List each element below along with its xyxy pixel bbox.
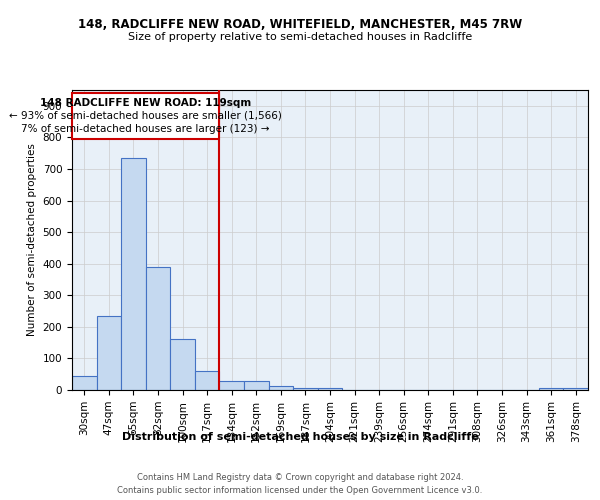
Text: Contains public sector information licensed under the Open Government Licence v3: Contains public sector information licen… <box>118 486 482 495</box>
Text: Size of property relative to semi-detached houses in Radcliffe: Size of property relative to semi-detach… <box>128 32 472 42</box>
Y-axis label: Number of semi-detached properties: Number of semi-detached properties <box>27 144 37 336</box>
Text: ← 93% of semi-detached houses are smaller (1,566): ← 93% of semi-detached houses are smalle… <box>9 110 282 120</box>
Text: 7% of semi-detached houses are larger (123) →: 7% of semi-detached houses are larger (1… <box>22 124 270 134</box>
Bar <box>97 316 121 390</box>
Bar <box>318 388 342 390</box>
FancyBboxPatch shape <box>72 93 220 139</box>
Bar <box>244 382 269 390</box>
Bar <box>121 158 146 390</box>
Bar <box>293 388 318 390</box>
Bar <box>72 376 97 390</box>
Text: Distribution of semi-detached houses by size in Radcliffe: Distribution of semi-detached houses by … <box>122 432 478 442</box>
Bar <box>563 388 588 390</box>
Text: 148 RADCLIFFE NEW ROAD: 119sqm: 148 RADCLIFFE NEW ROAD: 119sqm <box>40 98 251 108</box>
Text: Contains HM Land Registry data © Crown copyright and database right 2024.: Contains HM Land Registry data © Crown c… <box>137 472 463 482</box>
Bar <box>146 267 170 390</box>
Bar <box>195 371 220 390</box>
Bar <box>269 386 293 390</box>
Bar <box>220 380 244 390</box>
Text: 148, RADCLIFFE NEW ROAD, WHITEFIELD, MANCHESTER, M45 7RW: 148, RADCLIFFE NEW ROAD, WHITEFIELD, MAN… <box>78 18 522 30</box>
Bar <box>170 338 195 390</box>
Bar <box>539 388 563 390</box>
